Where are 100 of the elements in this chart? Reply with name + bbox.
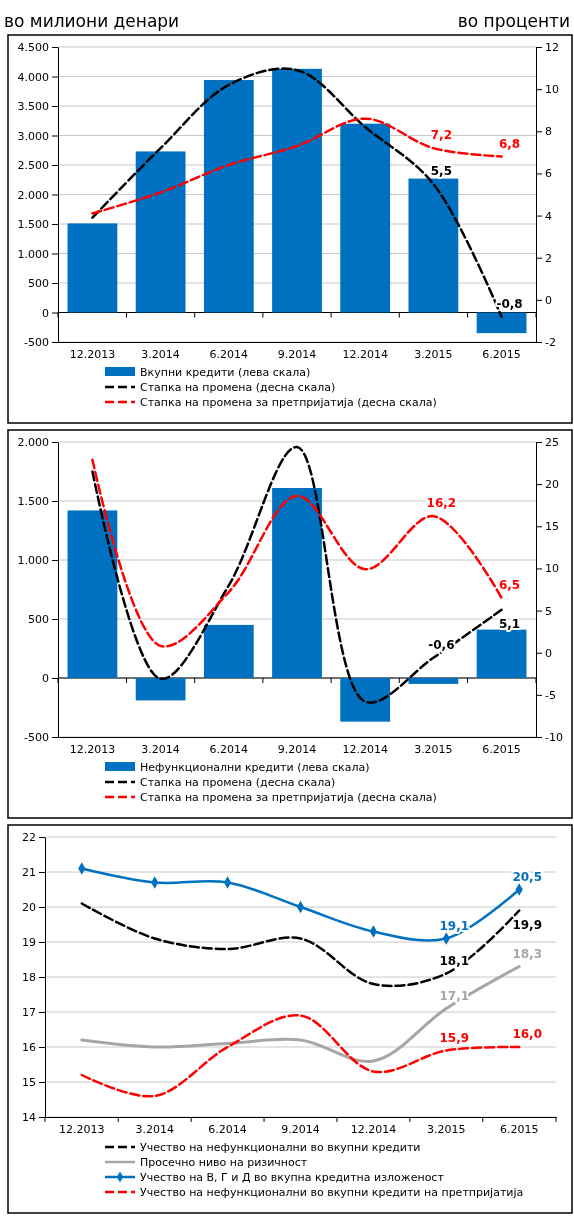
y-tick-label: 15 xyxy=(22,1076,36,1090)
y2-tick-label: 6 xyxy=(545,167,552,181)
legend-label: Стапка на промена (десна скала) xyxy=(140,381,336,394)
x-tick-label: 9.2014 xyxy=(277,743,317,757)
y2-tick-label: 8 xyxy=(545,125,552,139)
data-label: 19,9 xyxy=(512,917,542,932)
bar xyxy=(272,488,322,678)
data-label: 6,8 xyxy=(498,136,521,151)
y-tick-label: 4.500 xyxy=(17,41,49,55)
legend-label: Просечно ниво на ризичност xyxy=(140,1156,308,1169)
y-tick-label: 21 xyxy=(22,866,36,880)
x-tick-label: 6.2015 xyxy=(482,743,521,757)
y-tick-label: -500 xyxy=(24,336,49,350)
y2-tick-label: 25 xyxy=(545,436,559,450)
y-tick-label: 3.000 xyxy=(17,129,49,143)
data-label: 16,0 xyxy=(512,1027,542,1041)
y2-tick-label: 0 xyxy=(545,293,552,307)
y-tick-label: -500 xyxy=(24,731,49,745)
x-tick-label: 6.2014 xyxy=(209,348,249,362)
y-tick-label: 1.500 xyxy=(17,495,49,509)
y2-axis-title: во проценти xyxy=(457,11,570,31)
data-label: 18,3 xyxy=(512,946,542,961)
x-tick-label: 6.2015 xyxy=(499,1123,539,1137)
y-tick-label: 20 xyxy=(22,901,36,915)
y-tick-label: 18 xyxy=(22,971,36,985)
y2-tick-label: -2 xyxy=(545,336,556,350)
legend-label: Учество на В, Г и Д во вкупна кредитна изложеност xyxy=(140,1171,445,1184)
x-tick-label: 12.2013 xyxy=(59,1123,105,1137)
y-tick-label: 500 xyxy=(28,277,49,291)
y-tick-label: 2.500 xyxy=(17,159,49,173)
bar xyxy=(340,123,391,313)
data-label: 5,5 xyxy=(430,163,453,178)
y-tick-label: 0 xyxy=(42,306,49,320)
bar xyxy=(135,678,186,701)
data-label: 15,9 xyxy=(439,1030,470,1045)
x-tick-label: 3.2014 xyxy=(135,1123,174,1137)
bar xyxy=(476,312,527,334)
y2-tick-label: 5 xyxy=(545,604,552,618)
y-tick-label: 16 xyxy=(22,1041,36,1055)
x-tick-label: 6.2014 xyxy=(209,743,249,757)
y2-tick-label: 10 xyxy=(545,83,559,97)
x-tick-label: 3.2015 xyxy=(414,743,453,757)
data-label: 16,2 xyxy=(426,496,457,511)
y2-tick-label: 0 xyxy=(545,646,552,660)
x-tick-label: 12.2013 xyxy=(69,348,116,362)
y2-tick-label: -10 xyxy=(545,731,563,745)
bar xyxy=(67,223,118,313)
legend-label: Учество на нефункционални во вкупни кредити xyxy=(140,1141,421,1154)
x-tick-label: 12.2014 xyxy=(350,1123,397,1137)
y2-tick-label: 4 xyxy=(545,209,552,223)
y-tick-label: 17 xyxy=(22,1006,36,1020)
legend-label: Вкупни кредити (лева скала) xyxy=(140,366,311,379)
x-tick-label: 12.2013 xyxy=(69,743,116,757)
legend-label: Стапка на промена за претпријатија (десна скала) xyxy=(140,396,437,409)
y-tick-label: 3.500 xyxy=(17,100,49,114)
y-tick-label: 4.000 xyxy=(17,70,49,84)
y-tick-label: 0 xyxy=(42,672,49,686)
x-tick-label: 6.2014 xyxy=(208,1123,247,1137)
bar xyxy=(67,510,118,678)
y2-tick-label: 12 xyxy=(545,41,559,55)
bar xyxy=(203,624,254,678)
x-tick-label: 12.2014 xyxy=(342,743,388,757)
y2-tick-label: 10 xyxy=(545,562,559,576)
y-tick-label: 14 xyxy=(22,1111,36,1125)
y2-tick-label: 20 xyxy=(545,478,559,492)
data-label: -0,8 xyxy=(496,296,523,311)
y-axis-title: во милиони денари xyxy=(4,11,180,31)
data-label: 7,2 xyxy=(430,128,453,143)
y2-tick-label: -5 xyxy=(545,688,556,702)
x-tick-label: 3.2014 xyxy=(141,348,180,362)
bar xyxy=(272,68,322,313)
x-tick-label: 3.2015 xyxy=(414,348,453,362)
x-tick-label: 12.2014 xyxy=(342,348,388,362)
y2-tick-label: 2 xyxy=(545,251,552,265)
legend-label: Учество на нефункционални во вкупни кредити на претпријатија xyxy=(140,1186,524,1199)
bar xyxy=(476,629,527,678)
y-tick-label: 2.000 xyxy=(17,436,49,450)
bar xyxy=(135,151,186,313)
data-label: 19,1 xyxy=(439,918,470,933)
x-tick-label: 6.2015 xyxy=(482,348,521,362)
y-tick-label: 1.500 xyxy=(17,218,49,232)
legend-label: Стапка на промена (десна скала) xyxy=(140,776,336,789)
y-tick-label: 1.000 xyxy=(17,554,49,568)
y-tick-label: 2.000 xyxy=(17,188,49,202)
x-tick-label: 3.2015 xyxy=(427,1123,466,1137)
x-tick-label: 3.2014 xyxy=(141,743,180,757)
bar xyxy=(203,80,254,313)
x-tick-label: 9.2014 xyxy=(281,1123,320,1137)
legend-label: Нефункционални кредити (лева скала) xyxy=(140,761,370,774)
y2-tick-label: 15 xyxy=(545,520,559,534)
legend-label: Стапка на промена за претпријатија (десна скала) xyxy=(140,791,437,804)
data-label: 6,5 xyxy=(498,577,521,592)
y-tick-label: 500 xyxy=(28,613,49,627)
bar xyxy=(340,678,391,722)
y-tick-label: 22 xyxy=(22,831,36,845)
data-label: 20,5 xyxy=(512,869,542,884)
data-label: 5,1 xyxy=(498,616,521,631)
bar xyxy=(408,678,459,684)
y-tick-label: 1.000 xyxy=(17,247,49,261)
bar xyxy=(408,178,459,313)
